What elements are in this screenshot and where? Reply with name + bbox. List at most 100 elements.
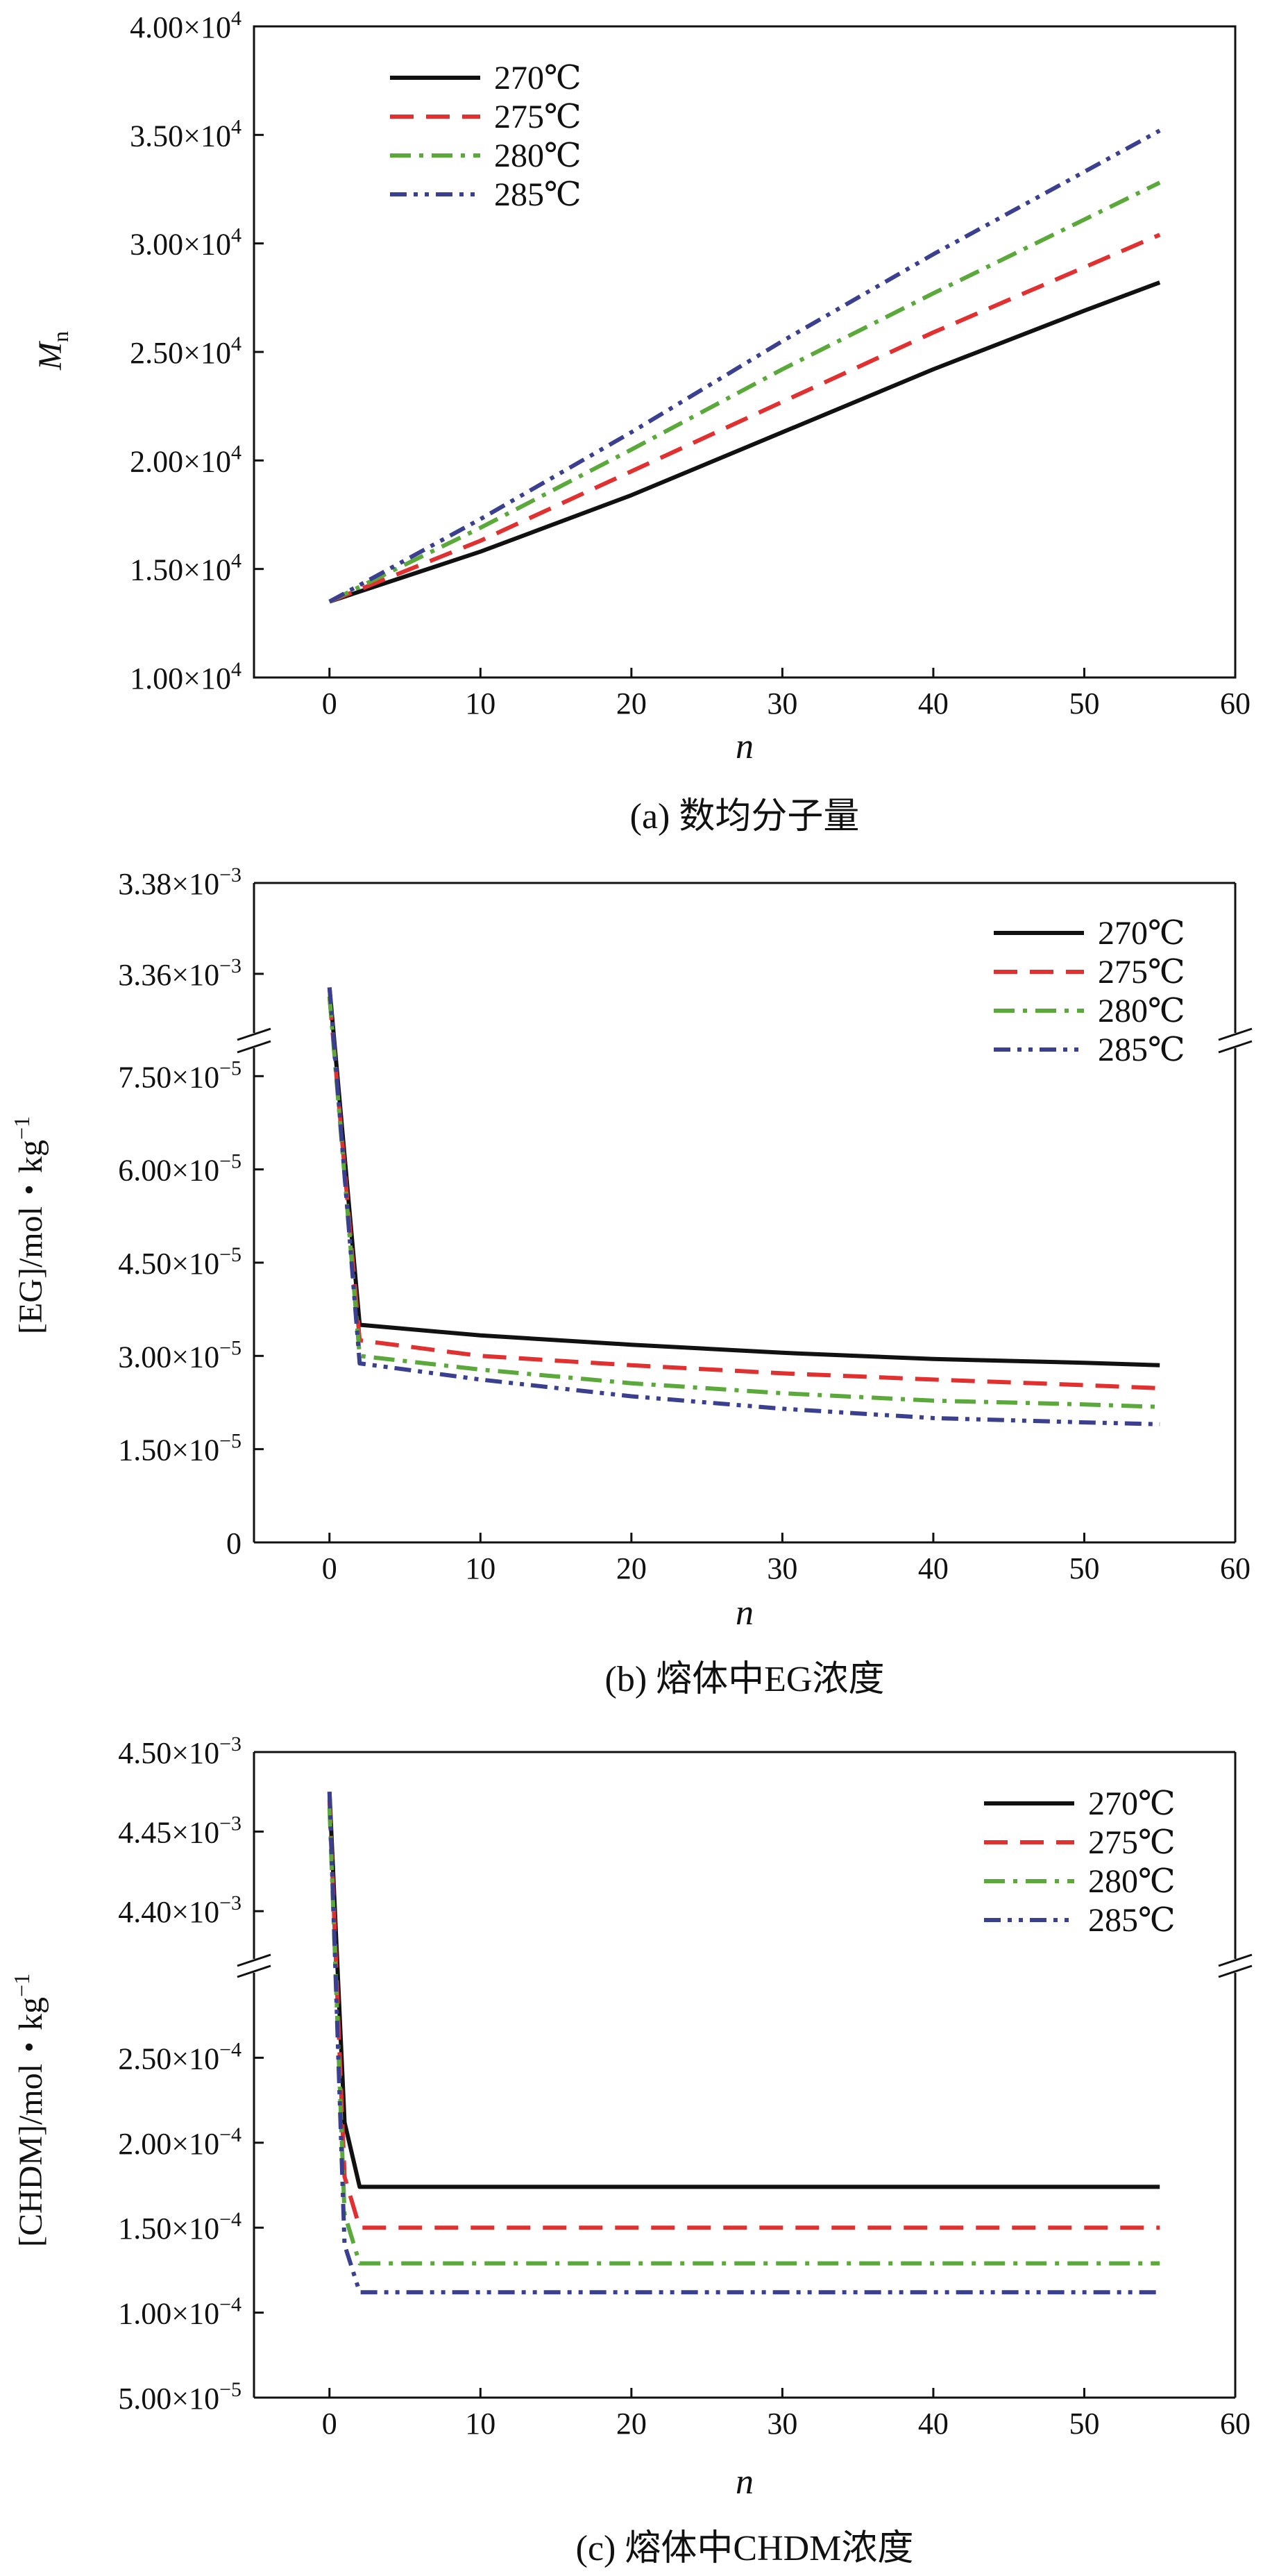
chart-c-axis-break-mark [237, 1964, 271, 1978]
chart-a-y-tick-label: 3.00×104 [130, 224, 241, 262]
chart-c-y-axis-label: [CHDM]/mol・kg−1 [9, 1973, 49, 2247]
chart-a-x-tick-label: 0 [322, 687, 337, 721]
chart-c-series [327, 1792, 1160, 2295]
chart-c-axis-break-mark [237, 1953, 271, 1967]
chart-a-series [328, 128, 1161, 604]
chart-b-x-tick-label: 50 [1069, 1551, 1099, 1585]
chart-c-legend-label-285: 285℃ [1088, 1902, 1176, 1939]
chart-b-y-tick-label: 3.38×10−3 [118, 864, 241, 901]
chart-b-x-tick-label: 20 [616, 1551, 647, 1585]
chart-b-series [327, 987, 1160, 1426]
chart-a-legend-label-280: 280℃ [494, 137, 582, 174]
chart-a-series-275 [328, 233, 1161, 604]
chart-b-series-275 [327, 996, 1160, 1390]
chart-a-y-tick-label: 2.00×104 [130, 441, 241, 478]
chart-c-y-tick-label: 1.50×10−4 [118, 2208, 241, 2246]
chart-c-y-tick-label: 4.40×10−3 [118, 1892, 241, 1929]
chart-c-y-tick-label: 4.50×10−3 [118, 1733, 241, 1770]
chart-b-x-ticks: 0 10 20 30 40 50 60 [322, 1533, 1251, 1585]
chart-b-frame [237, 882, 1253, 1544]
chart-c-x-axis-label: n [736, 2462, 754, 2502]
chart-a-y-axis-label: Mn [32, 331, 73, 371]
chart-b-series-280 [327, 996, 1160, 1409]
chart-a-y-tick-label: 2.50×104 [130, 332, 241, 370]
chart-a-series-280 [328, 180, 1161, 604]
chart-b-axis-break-mark [237, 1027, 271, 1041]
chart-b-legend-label-275: 275℃ [1098, 954, 1185, 991]
chart-c-y-tick-label: 4.45×10−3 [118, 1812, 241, 1850]
chart-a-legend-label-270: 270℃ [494, 60, 582, 96]
chart-a-y-ticks: 1.00×104 1.50×104 2.00×104 2.50×104 3.00×104… [130, 7, 264, 696]
chart-c-caption: (c) 熔体中CHDM浓度 [576, 2529, 914, 2568]
chart-c-legend-label-280: 280℃ [1088, 1863, 1176, 1900]
chart-a-y-tick-label: 4.00×104 [130, 7, 241, 44]
chart-b-y-tick-label: 3.00×10−5 [118, 1336, 241, 1374]
chart-b-x-tick-label: 0 [322, 1551, 337, 1585]
chart-a-x-axis-label: n [736, 727, 754, 766]
chart-c-legend-label-270: 270℃ [1088, 1785, 1176, 1822]
chart-a-x-ticks: 0 10 20 30 40 50 60 [322, 668, 1251, 721]
chart-a-legend-label-275: 275℃ [494, 99, 582, 135]
chart-a-x-tick-label: 30 [767, 687, 797, 721]
chart-a-y-tick-label: 3.50×104 [130, 115, 241, 153]
chart-c-x-tick-label: 20 [616, 2407, 647, 2441]
chart-c-series-275 [327, 1799, 1160, 2230]
chart-a-series-270 [328, 280, 1161, 604]
chart-a-x-tick-label: 50 [1069, 687, 1099, 721]
chart-c-y-tick-label: 1.00×10−4 [118, 2293, 241, 2331]
chart-b-y-tick-label: 6.00×10−5 [118, 1150, 241, 1188]
chart-b-series-270 [327, 987, 1160, 1367]
chart-c-y-ticks: 4.40×10−3 4.45×10−3 4.50×10−3 5.00×10−5 1.00… [118, 1733, 264, 2416]
chart-c-series-270 [327, 1792, 1160, 2189]
chart-b-y-tick-label: 0 [226, 1526, 241, 1560]
chart-c-y-tick-label: 5.00×10−5 [118, 2378, 241, 2416]
chart-c-frame [237, 1751, 1253, 2399]
chart-a: 1.00×104 1.50×104 2.00×104 2.50×104 3.00×104… [32, 7, 1251, 836]
chart-b-y-tick-label: 4.50×10−5 [118, 1243, 241, 1281]
chart-b-y-ticks: 3.36×10−3 3.38×10−3 0 1.50×10−5 3.00×10−5 4.5… [118, 864, 264, 1560]
chart-b-series-285 [327, 987, 1160, 1426]
chart-b-legend-label-270: 270℃ [1098, 915, 1185, 952]
chart-b-y-tick-label: 1.50×10−5 [118, 1430, 241, 1467]
chart-a-x-tick-label: 60 [1220, 687, 1251, 721]
chart-a-x-tick-label: 20 [616, 687, 647, 721]
chart-b: 3.36×10−3 3.38×10−3 0 1.50×10−5 3.00×10−5 4.5… [9, 864, 1253, 1699]
chart-b-y-axis-label: [EG]/mol・kg−1 [9, 1116, 49, 1334]
chart-a-series-285 [328, 128, 1161, 604]
chart-b-x-axis-label: n [736, 1593, 754, 1633]
chart-b-x-tick-label: 60 [1220, 1551, 1251, 1585]
chart-b-axis-break-mark [1218, 1027, 1253, 1041]
chart-b-x-tick-label: 30 [767, 1551, 797, 1585]
chart-c-x-tick-label: 50 [1069, 2407, 1099, 2441]
chart-c-axis-break-mark [1218, 1964, 1253, 1978]
chart-c-x-tick-label: 60 [1220, 2407, 1251, 2441]
chart-c-series-280 [327, 1808, 1160, 2266]
chart-c: 4.40×10−3 4.45×10−3 4.50×10−3 5.00×10−5 1.00… [9, 1733, 1253, 2568]
chart-b-legend-label-285: 285℃ [1098, 1032, 1185, 1068]
chart-c-series-285 [327, 1792, 1160, 2295]
chart-c-y-tick-label: 2.00×10−4 [118, 2123, 241, 2161]
chart-b-y-tick-label: 7.50×10−5 [118, 1057, 241, 1094]
chart-b-x-tick-label: 10 [465, 1551, 495, 1585]
chart-c-x-tick-label: 30 [767, 2407, 797, 2441]
chart-c-legend-label-275: 275℃ [1088, 1824, 1176, 1861]
chart-b-axis-break-mark [1218, 1040, 1253, 1054]
chart-b-y-tick-label: 3.36×10−3 [118, 954, 241, 992]
chart-a-x-tick-label: 10 [465, 687, 495, 721]
chart-c-y-tick-label: 2.50×10−4 [118, 2038, 241, 2076]
chart-c-x-tick-label: 10 [465, 2407, 495, 2441]
chart-a-y-tick-label: 1.50×104 [130, 550, 241, 587]
chart-c-axis-break-mark [1218, 1953, 1253, 1967]
chart-c-x-tick-label: 40 [918, 2407, 949, 2441]
chart-a-caption: (a) 数均分子量 [630, 797, 860, 836]
chart-a-x-tick-label: 40 [918, 687, 949, 721]
chart-b-x-tick-label: 40 [918, 1551, 949, 1585]
chart-a-y-tick-label: 1.00×104 [130, 658, 241, 696]
chart-b-caption: (b) 熔体中EG浓度 [605, 1660, 885, 1699]
chart-b-legend-label-280: 280℃ [1098, 993, 1185, 1029]
chart-c-x-ticks: 0 10 20 30 40 50 60 [322, 2388, 1251, 2441]
chart-b-axis-break-mark [237, 1040, 271, 1054]
